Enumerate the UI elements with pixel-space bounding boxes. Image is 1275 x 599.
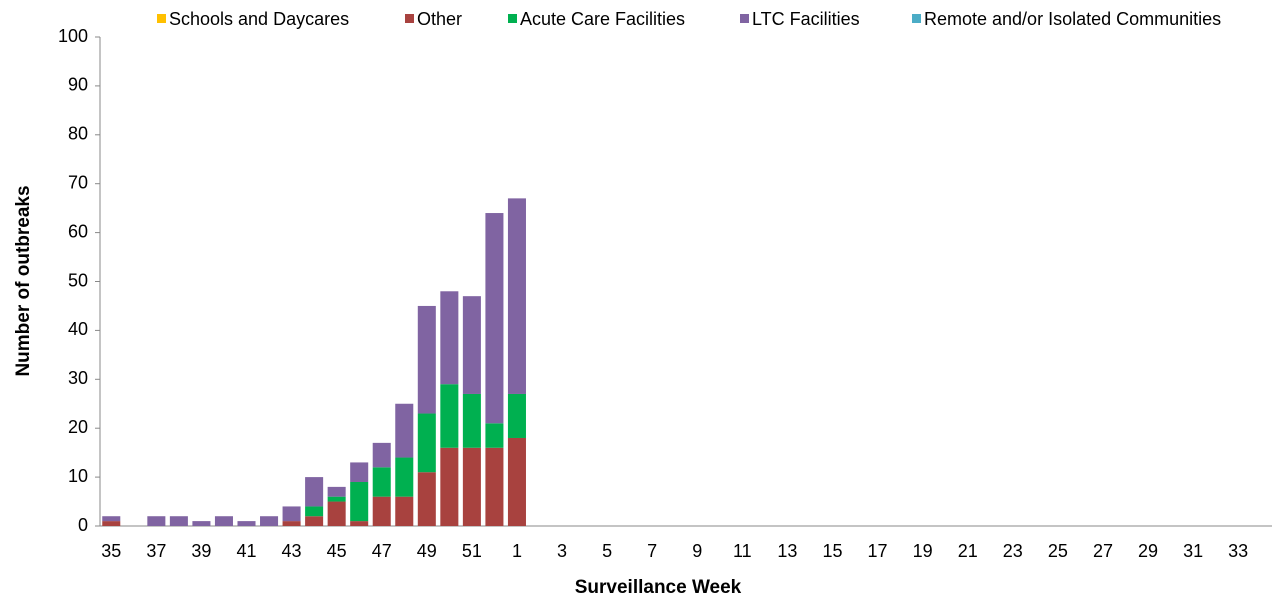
- x-tick-label: 3: [557, 541, 567, 561]
- bar-segment: [350, 481, 369, 522]
- bar-segment: [282, 521, 301, 526]
- bar-segment: [507, 198, 526, 394]
- bar-segment: [395, 403, 414, 458]
- bar-segment: [102, 516, 121, 522]
- bar-segment: [417, 472, 436, 526]
- bar-segment: [350, 462, 369, 482]
- x-tick-label: 33: [1228, 541, 1248, 561]
- bar-segment: [372, 442, 391, 468]
- bar-segment: [327, 496, 346, 502]
- x-tick-label: 49: [417, 541, 437, 561]
- x-tick-label: 31: [1183, 541, 1203, 561]
- x-tick-label: 45: [327, 541, 347, 561]
- y-tick-label: 70: [68, 172, 88, 192]
- y-tick-label: 90: [68, 75, 88, 95]
- bar-segment: [305, 506, 324, 517]
- bar-segment: [440, 291, 459, 385]
- y-tick-label: 100: [58, 26, 88, 46]
- x-tick-label: 1: [512, 541, 522, 561]
- x-tick-label: 9: [692, 541, 702, 561]
- bar-segment: [237, 521, 256, 526]
- bar-segment: [417, 305, 436, 414]
- x-tick-label: 37: [146, 541, 166, 561]
- bar-segment: [327, 486, 346, 497]
- bar-segment: [282, 506, 301, 522]
- legend-label: LTC Facilities: [752, 9, 860, 29]
- x-tick-label: 41: [236, 541, 256, 561]
- x-tick-label: 15: [822, 541, 842, 561]
- y-tick-label: 0: [78, 515, 88, 535]
- y-tick-label: 50: [68, 270, 88, 290]
- x-tick-label: 13: [777, 541, 797, 561]
- x-tick-label: 29: [1138, 541, 1158, 561]
- x-tick-label: 39: [191, 541, 211, 561]
- x-tick-label: 21: [958, 541, 978, 561]
- legend-label: Other: [417, 9, 462, 29]
- bar-segment: [440, 447, 459, 526]
- legend-label: Acute Care Facilities: [520, 9, 685, 29]
- x-tick-label: 7: [647, 541, 657, 561]
- legend-swatch: [157, 14, 166, 23]
- y-tick-label: 20: [68, 417, 88, 437]
- legend-swatch: [405, 14, 414, 23]
- bar-segment: [507, 393, 526, 438]
- bar-segment: [102, 521, 121, 526]
- y-tick-label: 30: [68, 368, 88, 388]
- bar-segment: [372, 467, 391, 497]
- bar-segment: [417, 413, 436, 473]
- legend-swatch: [740, 14, 749, 23]
- bar-segment: [462, 393, 481, 448]
- x-tick-label: 23: [1003, 541, 1023, 561]
- bar-segment: [395, 457, 414, 497]
- x-tick-label: 17: [868, 541, 888, 561]
- bar-segment: [462, 447, 481, 526]
- x-tick-label: 27: [1093, 541, 1113, 561]
- x-tick-label: 11: [733, 541, 752, 561]
- bar-segment: [260, 516, 279, 526]
- bar-segment: [350, 521, 369, 526]
- x-tick-label: 5: [602, 541, 612, 561]
- x-axis-title: Surveillance Week: [575, 577, 742, 598]
- x-tick-label: 47: [372, 541, 392, 561]
- y-tick-label: 10: [68, 466, 88, 486]
- bar-segment: [192, 521, 211, 526]
- legend-swatch: [508, 14, 517, 23]
- x-tick-label: 25: [1048, 541, 1068, 561]
- bar-segment: [327, 501, 346, 526]
- bar-segment: [485, 423, 504, 448]
- bar-segment: [147, 516, 166, 526]
- bar-segment: [305, 477, 324, 507]
- bar-segment: [395, 496, 414, 526]
- legend-label: Schools and Daycares: [169, 9, 349, 29]
- legend-label: Remote and/or Isolated Communities: [924, 9, 1221, 29]
- x-tick-label: 35: [101, 541, 121, 561]
- x-tick-label: 43: [282, 541, 302, 561]
- y-axis-title: Number of outbreaks: [13, 185, 34, 376]
- bar-segment: [305, 516, 324, 526]
- y-tick-label: 60: [68, 221, 88, 241]
- y-tick-label: 40: [68, 319, 88, 339]
- bar-segment: [440, 384, 459, 448]
- bar-segment: [214, 516, 233, 526]
- bar-segment: [485, 213, 504, 424]
- bar-segment: [169, 516, 188, 526]
- bar-segment: [507, 437, 526, 526]
- legend-swatch: [912, 14, 921, 23]
- bar-segment: [372, 496, 391, 526]
- bar-segment: [485, 447, 504, 526]
- bar-segment: [462, 296, 481, 394]
- y-tick-label: 80: [68, 124, 88, 144]
- x-tick-label: 19: [913, 541, 933, 561]
- x-tick-label: 51: [462, 541, 482, 561]
